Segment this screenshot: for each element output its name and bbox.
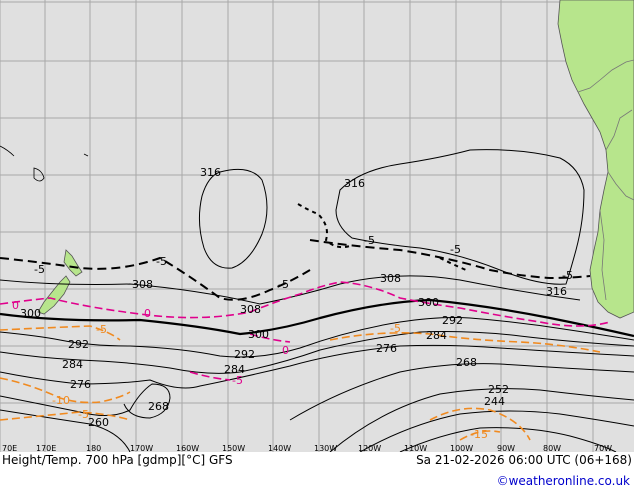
temp-label: -5 <box>364 234 375 247</box>
height-label: 300 <box>248 328 269 341</box>
temp-minus5-fragments <box>297 203 467 271</box>
height-label: 292 <box>234 348 255 361</box>
height-label: 316 <box>200 166 221 179</box>
tick-label: 80W <box>543 444 561 452</box>
lon-tick-labels: 70E 170E 180 170W 160W 150W 140W 130W 12… <box>2 444 612 453</box>
height-label: 244 <box>484 395 505 408</box>
temp-zero-contours <box>0 281 611 381</box>
temp-label: -5 <box>390 322 401 335</box>
temp-label: -5 <box>562 269 573 282</box>
height-contours <box>0 149 634 453</box>
temp-negative-contours <box>0 325 601 441</box>
temp-label: 0 <box>12 299 19 312</box>
new-zealand-land <box>37 249 83 315</box>
height-label: 300 <box>418 296 439 309</box>
height-label: 268 <box>456 356 477 369</box>
height-label: 276 <box>376 342 397 355</box>
height-label: 292 <box>442 314 463 327</box>
map-title: Height/Temp. 700 hPa [gdmp][°C] GFS <box>2 453 233 467</box>
tick-label: 100W <box>450 444 473 452</box>
tick-label: 180 <box>86 444 101 452</box>
tick-label: 170W <box>130 444 153 452</box>
temp-label: -10 <box>52 394 70 407</box>
credit-link[interactable]: ©weatheronline.co.uk <box>496 474 630 488</box>
height-label: 316 <box>546 285 567 298</box>
tick-label: 70W <box>594 444 612 452</box>
map-canvas: 70E 170E 180 170W 160W 150W 140W 130W 12… <box>0 0 634 453</box>
height-label: 284 <box>426 329 447 342</box>
height-label: 316 <box>344 177 365 190</box>
temp-labels: -5 -5 -5 -5 -5 -5 -5 -10 -5 0 0 0 -5 -15… <box>12 234 573 441</box>
temp-label: 0 <box>144 307 151 320</box>
height-label: 308 <box>240 303 261 316</box>
temp-minus5-contours <box>0 239 591 301</box>
south-america-land <box>557 0 634 319</box>
temp-label: -5 <box>156 255 167 268</box>
tick-label: 160W <box>176 444 199 452</box>
height-label: 284 <box>224 363 245 376</box>
height-label: 284 <box>62 358 83 371</box>
tick-label: 130W <box>314 444 337 452</box>
tick-label: 140W <box>268 444 291 452</box>
height-label: 252 <box>488 383 509 396</box>
height-label: 268 <box>148 400 169 413</box>
temp-label: -5 <box>96 323 107 336</box>
tick-label: 150W <box>222 444 245 452</box>
tick-label: 70E <box>2 444 17 452</box>
tick-label: 120W <box>358 444 381 452</box>
graticule <box>0 0 634 452</box>
temp-label: -5 <box>232 374 243 387</box>
temp-label: 0 <box>282 344 289 357</box>
valid-time: Sa 21-02-2026 06:00 UTC (06+168) <box>416 453 632 467</box>
tick-label: 90W <box>497 444 515 452</box>
temp-label: -5 <box>278 278 289 291</box>
height-label: 260 <box>88 416 109 429</box>
pacific-islands <box>0 145 89 182</box>
country-borders <box>577 59 634 301</box>
tick-label: 110W <box>404 444 427 452</box>
ocean-background <box>0 0 634 452</box>
height-label: 292 <box>68 338 89 351</box>
height-label: 308 <box>132 278 153 291</box>
temp-label: -5 <box>450 243 461 256</box>
height-labels: 316 316 308 308 308 300 300 300 292 292 … <box>20 166 567 429</box>
temp-label: -15 <box>470 428 488 441</box>
height-label: 300 <box>20 307 41 320</box>
temp-label: -5 <box>78 408 89 421</box>
height-label: 308 <box>380 272 401 285</box>
tick-label: 170E <box>36 444 56 452</box>
height-label: 276 <box>70 378 91 391</box>
temp-label: -5 <box>34 263 45 276</box>
